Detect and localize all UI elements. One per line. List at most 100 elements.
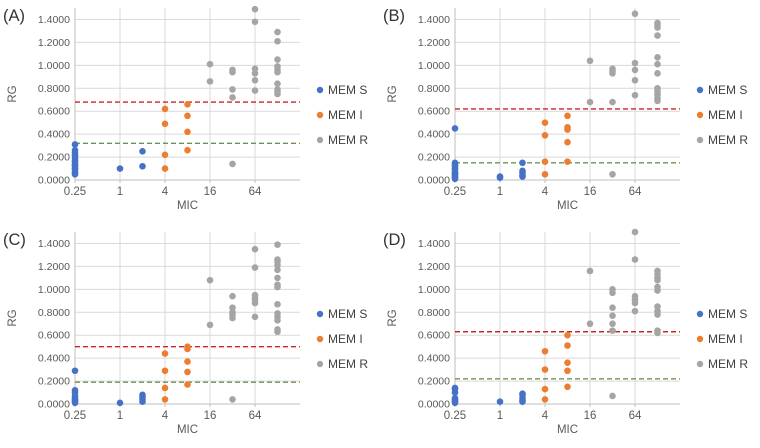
- data-point: [654, 97, 661, 105]
- data-point: [631, 299, 639, 307]
- y-tick-label: 0.6000: [38, 330, 70, 342]
- data-point: [564, 331, 571, 339]
- x-tick-label: 0.25: [64, 410, 86, 422]
- y-tick-label: 1.2000: [418, 261, 450, 273]
- data-point: [229, 86, 236, 93]
- data-point: [274, 80, 281, 87]
- data-point: [631, 228, 639, 236]
- legend-label-mem-r: MEM R: [328, 133, 368, 147]
- legend-label-mem-i: MEM I: [328, 108, 363, 122]
- data-point: [251, 245, 259, 253]
- data-point: [274, 37, 281, 45]
- data-point: [206, 321, 214, 329]
- data-point: [564, 126, 571, 133]
- data-point: [609, 304, 616, 311]
- data-point: [184, 112, 191, 120]
- panel-B: 0.25 1 4 16 64 0.0000 0.2000 0.4000 0.6000 0.8000…: [380, 0, 760, 224]
- data-point: [654, 276, 661, 284]
- data-point: [654, 32, 661, 39]
- legend-label-mem-s: MEM S: [708, 307, 747, 321]
- data-point: [274, 328, 281, 336]
- data-point: [251, 87, 259, 94]
- data-point: [519, 398, 526, 406]
- y-axis-title: RG: [387, 309, 399, 326]
- data-point: [631, 91, 639, 99]
- x-tick-label: 4: [162, 410, 169, 422]
- data-point: [496, 174, 504, 182]
- legend-marker-mem-i: [696, 111, 704, 119]
- y-tick-label: 0.0000: [38, 399, 70, 411]
- data-point: [161, 384, 169, 392]
- y-tick-label: 0.2000: [38, 152, 70, 164]
- x-tick-label: 1: [117, 186, 123, 198]
- data-point: [184, 358, 191, 365]
- scatter-chart-C: 0.25 1 4 16 64 0.0000 0.2000 0.4000 0.6000 0.8000…: [3, 231, 368, 436]
- legend-marker-mem-s: [316, 310, 324, 318]
- x-tick-label: 4: [162, 186, 169, 198]
- x-tick-label: 64: [249, 186, 262, 198]
- data-point: [161, 367, 169, 375]
- x-tick-label: 64: [629, 186, 642, 198]
- y-axis-title: RG: [7, 309, 19, 326]
- data-point: [229, 314, 236, 322]
- legend-label-mem-r: MEM R: [708, 133, 748, 147]
- data-point: [654, 60, 661, 68]
- data-point: [71, 170, 79, 178]
- y-tick-label: 1.4000: [418, 238, 450, 250]
- y-tick-label: 1.0000: [418, 284, 450, 296]
- data-point: [654, 311, 661, 318]
- y-tick-label: 0.6000: [38, 106, 70, 118]
- data-point: [564, 342, 571, 349]
- data-point: [586, 57, 594, 65]
- data-point: [251, 70, 259, 77]
- y-tick-label: 1.2000: [418, 37, 450, 49]
- y-tick-label: 0.0000: [38, 175, 70, 187]
- data-point: [251, 18, 259, 26]
- data-point: [631, 59, 639, 67]
- y-tick-label: 0.2000: [38, 376, 70, 388]
- data-point: [229, 94, 236, 101]
- legend-marker-mem-r: [696, 360, 704, 368]
- data-point: [251, 5, 259, 13]
- data-point: [564, 158, 571, 165]
- y-tick-label: 0.2000: [418, 376, 450, 388]
- scatter-chart-A: 0.25 1 4 16 64 0.0000 0.2000 0.4000 0.6000 0.8000…: [3, 5, 368, 212]
- data-point: [161, 151, 169, 159]
- panel-A: 0.25 1 4 16 64 0.0000 0.2000 0.4000 0.6000 0.8000…: [0, 0, 380, 224]
- y-tick-label: 1.0000: [418, 60, 450, 72]
- data-point: [496, 398, 504, 406]
- data-point: [541, 366, 549, 373]
- data-point: [654, 329, 661, 337]
- data-point: [586, 98, 594, 106]
- data-point: [161, 120, 169, 128]
- legend-marker-mem-r: [316, 136, 324, 144]
- y-tick-label: 1.2000: [38, 261, 70, 273]
- data-point: [631, 307, 639, 315]
- data-point: [541, 131, 549, 139]
- data-point: [609, 327, 616, 334]
- data-point: [609, 98, 616, 106]
- data-point: [251, 76, 259, 84]
- y-tick-label: 0.4000: [38, 129, 70, 141]
- data-point: [116, 165, 124, 172]
- legend-marker-mem-s: [696, 86, 704, 94]
- data-point: [229, 396, 236, 403]
- x-tick-label: 1: [497, 186, 503, 198]
- data-point: [206, 60, 214, 68]
- data-point: [519, 159, 526, 167]
- data-point: [139, 398, 146, 406]
- data-point: [541, 158, 549, 165]
- data-point: [541, 347, 549, 355]
- data-point: [631, 76, 639, 84]
- data-point: [564, 383, 571, 391]
- x-tick-label: 64: [629, 410, 642, 422]
- y-tick-label: 0.6000: [418, 330, 450, 342]
- x-tick-label: 0.25: [64, 186, 86, 198]
- data-point: [274, 90, 281, 98]
- y-tick-label: 0.2000: [418, 152, 450, 164]
- data-point: [274, 261, 281, 269]
- x-tick-label: 16: [584, 186, 597, 198]
- data-point: [274, 28, 281, 36]
- legend-marker-mem-s: [316, 86, 324, 94]
- data-point: [609, 320, 616, 328]
